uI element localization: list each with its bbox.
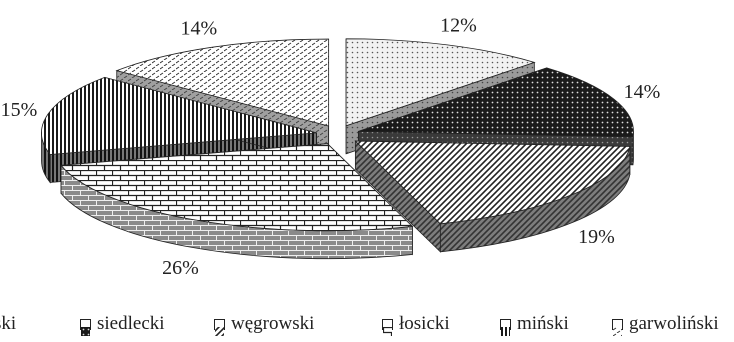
legend-item-losicki: łosicki (382, 312, 450, 336)
pie-slice-losicki (60, 142, 414, 260)
slice-label-losicki: 26% (162, 257, 199, 279)
legend-swatch-garwolinski (612, 318, 623, 336)
pie-chart: 12% 14% 14% 15% 19% 26% (1, 14, 661, 279)
legend-item-siedlecki: siedlecki (80, 312, 165, 336)
legend-label: ski (0, 313, 17, 334)
legend-swatch-minski (500, 318, 511, 336)
legend-item-ski: ski (0, 312, 16, 336)
slice-label-wegrowski: 19% (578, 226, 615, 248)
legend-swatch-siedlecki (80, 318, 91, 336)
slice-label-minski: 15% (1, 99, 38, 121)
legend-item-garwolinski: garwoliński (612, 312, 719, 336)
legend-label: siedlecki (97, 313, 165, 334)
slice-label-siedlecki: 14% (624, 81, 661, 103)
legend-label: garwoliński (629, 313, 719, 334)
legend-item-wegrowski: węgrowski (214, 312, 314, 336)
legend-swatch-losicki (382, 318, 393, 336)
legend-item-minski: miński (500, 312, 569, 336)
legend-label: węgrowski (231, 313, 315, 334)
slice-label-garwolinski: 14% (180, 17, 217, 39)
legend: ski siedlecki węgrowski łosicki miński garwol… (0, 312, 734, 338)
legend-label: łosicki (399, 313, 450, 334)
slice-label-sokolowski: 12% (440, 14, 477, 36)
legend-swatch-wegrowski (214, 318, 225, 336)
legend-label: miński (517, 313, 569, 334)
pie-slice-wegrowski (354, 140, 631, 253)
